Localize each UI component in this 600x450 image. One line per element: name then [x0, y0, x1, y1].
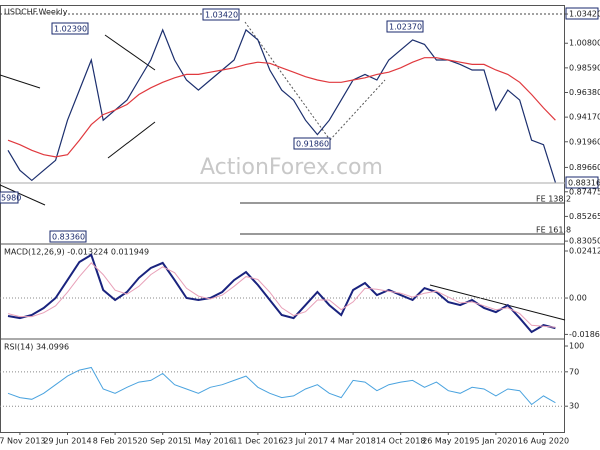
x-tick-label: 11 Dec 2016: [232, 437, 283, 446]
swing-lines: [244, 21, 386, 141]
series-line: [7, 366, 556, 406]
y-tick-label: 70: [569, 367, 579, 376]
y-tick-label: 0.83050: [569, 237, 600, 246]
y-tick-label: 100: [569, 342, 584, 351]
y-tick-label: 30: [569, 402, 579, 411]
annotation: FE 138.2: [536, 195, 571, 204]
y-tick-label: 1.03420: [569, 10, 600, 19]
y-tick-label: 0.00: [569, 294, 587, 303]
watermark: ActionForex.com: [200, 155, 383, 180]
panel-title: MACD(12,26,9) -0.013224 0.011949: [4, 248, 149, 257]
y-tick-label: 0.024126: [569, 246, 600, 255]
y-tick-label: 0.89660: [569, 163, 600, 172]
annotation: 1.02390: [54, 25, 87, 34]
x-tick-label: 1 May 2016: [187, 437, 234, 446]
annotation: FE 161.8: [536, 226, 571, 235]
series-line: [7, 57, 556, 158]
panel-title: RSI(14) 34.0996: [4, 343, 69, 352]
series-line: [7, 28, 556, 183]
x-tick-label: 8 Feb 2015: [93, 437, 138, 446]
last-price-label: 0.88316: [568, 179, 600, 188]
annotation: 0.83360: [52, 233, 85, 242]
x-tick-label: 17 Nov 2013: [0, 437, 46, 446]
y-tick-label: 0.96380: [569, 88, 600, 97]
y-tick-label: 0.91960: [569, 137, 600, 146]
frame: [0, 5, 565, 433]
y-tick-label: 1.00800: [569, 39, 600, 48]
annotation: 0.91860: [296, 140, 329, 149]
annotation: 5980: [1, 194, 21, 203]
trend-lines: [0, 34, 566, 321]
x-tick-label: 4 Mar 2018: [330, 437, 376, 446]
x-tick-label: 26 May 2019: [422, 437, 474, 446]
y-tick-label: 0.85265: [569, 212, 600, 221]
x-tick-label: 23 Jul 2017: [283, 437, 328, 446]
annotation: 1.02370: [389, 23, 422, 32]
x-tick-label: 14 Oct 2018: [376, 437, 425, 446]
x-tick-label: 29 Jun 2014: [43, 437, 91, 446]
x-tick-label: 20 Sep 2015: [137, 437, 188, 446]
x-tick-label: 16 Aug 2020: [518, 437, 569, 446]
y-tick-label: 0.87475: [569, 187, 600, 196]
x-tick-label: 5 Jan 2020: [474, 437, 517, 446]
series-line: [7, 262, 556, 328]
annotation-boxes: [0, 7, 599, 243]
y-tick-label: 0.98590: [569, 63, 600, 72]
y-tick-label: -0.018657: [569, 330, 600, 339]
annotation: 1.03420: [205, 11, 238, 20]
chart-title: USDCHF.Weekly: [4, 8, 68, 17]
series-line: [7, 253, 556, 334]
y-tick-label: 0.94170: [569, 113, 600, 122]
